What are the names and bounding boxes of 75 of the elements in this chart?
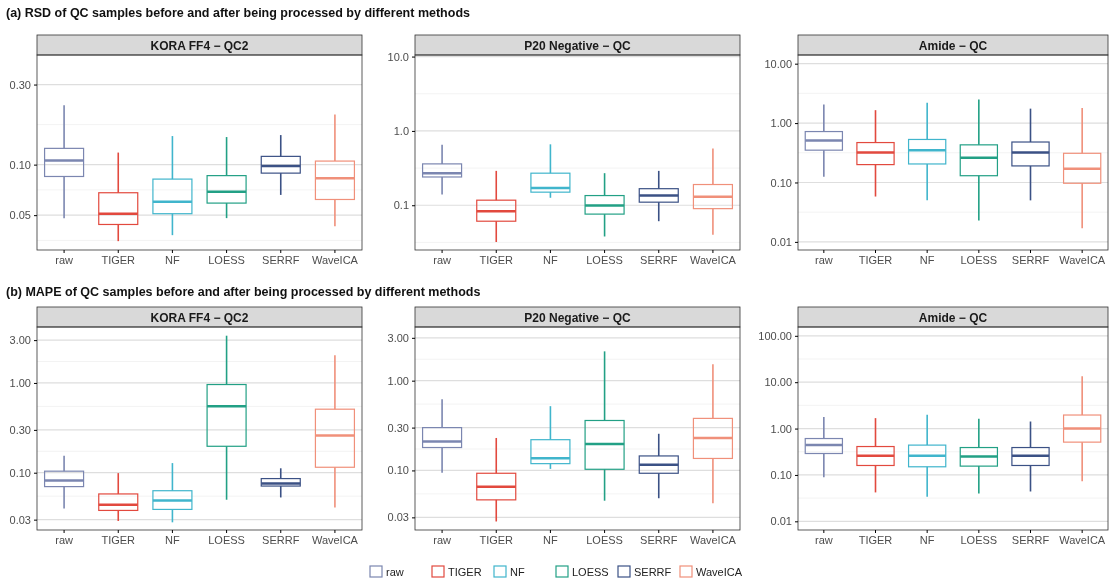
x-tick-label: SERRF [640, 253, 678, 266]
y-tick-label: 100.00 [758, 329, 792, 342]
x-tick-label: TIGER [858, 533, 893, 546]
x-tick-label: raw [433, 253, 451, 266]
x-tick-label: raw [814, 533, 833, 546]
legend-label: SERRF [634, 566, 672, 578]
x-tick-label: NF [919, 533, 935, 546]
x-tick-label: NF [165, 533, 181, 546]
x-tick-label: LOESS [960, 253, 998, 266]
chart-title: P20 Negative − QC [524, 310, 632, 325]
y-tick-label: 0.10 [9, 158, 31, 171]
y-tick-label: 0.10 [9, 466, 31, 479]
x-tick-label: SERRF [1011, 533, 1050, 546]
x-tick-label: LOESS [960, 533, 998, 546]
x-tick-label: raw [55, 533, 73, 546]
legend-label: WaveICA [696, 566, 743, 578]
y-tick-label: 0.03 [387, 511, 409, 524]
x-tick-label: NF [543, 533, 559, 546]
y-tick-label: 1.00 [770, 422, 792, 435]
x-tick-label: NF [919, 253, 935, 266]
x-tick-label: TIGER [101, 253, 136, 266]
x-tick-label: raw [55, 253, 73, 266]
x-tick-label: LOESS [208, 533, 245, 546]
y-tick-label: 0.03 [9, 513, 31, 526]
chart-title: KORA FF4 − QC2 [150, 310, 249, 325]
y-tick-label: 0.10 [387, 464, 409, 477]
x-tick-label: NF [543, 253, 559, 266]
y-tick-label: 3.00 [9, 334, 31, 347]
legend-label: NF [510, 566, 525, 578]
y-tick-label: 1.00 [770, 117, 792, 130]
y-tick-label: 0.30 [9, 423, 31, 436]
text: (a) RSD of QC samples before and after being processed by different methods [6, 6, 471, 20]
x-tick-label: WaveICA [311, 533, 359, 546]
y-tick-label: 0.10 [770, 176, 792, 189]
x-tick-label: WaveICA [1059, 533, 1106, 546]
y-tick-label: 10.0 [387, 50, 409, 63]
y-tick-label: 1.00 [9, 376, 31, 389]
x-tick-label: raw [814, 253, 833, 266]
x-tick-label: TIGER [858, 253, 893, 266]
y-tick-label: 0.1 [393, 199, 409, 212]
y-tick-label: 0.30 [387, 421, 409, 434]
chart-title: Amide − QC [918, 310, 988, 325]
x-tick-label: NF [165, 253, 181, 266]
y-tick-label: 0.10 [770, 468, 792, 481]
x-tick-label: WaveICA [689, 253, 737, 266]
y-tick-label: 0.01 [770, 515, 792, 528]
x-tick-label: WaveICA [1059, 253, 1106, 266]
y-tick-label: 0.05 [9, 209, 31, 222]
y-tick-label: 1.00 [387, 374, 409, 387]
legend-label: raw [386, 566, 404, 578]
legend-label: LOESS [572, 566, 609, 578]
y-tick-label: 3.00 [387, 331, 409, 344]
y-tick-label: 0.01 [770, 235, 792, 248]
x-tick-label: LOESS [586, 533, 623, 546]
x-tick-label: SERRF [1011, 253, 1050, 266]
chart-title: KORA FF4 − QC2 [150, 38, 249, 53]
x-tick-label: LOESS [208, 253, 245, 266]
x-tick-label: SERRF [262, 253, 300, 266]
x-tick-label: TIGER [479, 253, 514, 266]
legend-label: TIGER [448, 566, 482, 578]
text: (b) MAPE of QC samples before and after being processed by different methods [6, 285, 481, 299]
x-tick-label: raw [433, 533, 451, 546]
y-tick-label: 1.0 [393, 124, 409, 137]
x-tick-label: SERRF [640, 533, 678, 546]
y-tick-label: 0.30 [9, 78, 31, 91]
chart-title: P20 Negative − QC [524, 38, 632, 53]
x-tick-label: WaveICA [311, 253, 359, 266]
x-tick-label: TIGER [101, 533, 136, 546]
chart-title: Amide − QC [918, 38, 988, 53]
y-tick-label: 10.00 [764, 376, 792, 389]
x-tick-label: TIGER [479, 533, 514, 546]
x-tick-label: WaveICA [689, 533, 737, 546]
y-tick-label: 10.00 [764, 57, 792, 70]
x-tick-label: LOESS [586, 253, 623, 266]
x-tick-label: SERRF [262, 533, 300, 546]
